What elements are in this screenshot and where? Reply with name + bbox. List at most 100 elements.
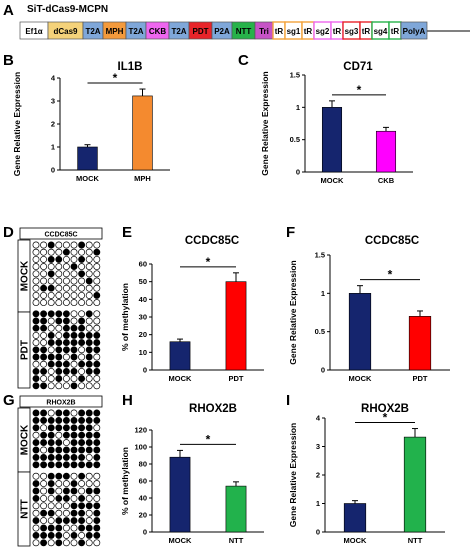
unmethylated-cpg [47, 517, 55, 525]
construct-segment: NTT [231, 21, 256, 40]
methylated-cpg [62, 317, 70, 325]
unmethylated-cpg [40, 241, 48, 249]
methylated-cpg [32, 375, 40, 383]
unmethylated-cpg [93, 324, 101, 332]
methylated-cpg [70, 517, 78, 525]
unmethylated-cpg [85, 453, 93, 461]
bar-chart-il1b: IL1B Gene Relative Expression 0 1 2 3 4 MOCK MPH… [12, 61, 170, 183]
unmethylated-cpg [85, 382, 93, 390]
unmethylated-cpg [32, 284, 40, 292]
unmethylated-cpg [78, 263, 86, 271]
panel-letter-d: D [3, 224, 14, 241]
methylated-cpg [85, 524, 93, 532]
methylated-cpg [32, 367, 40, 375]
unmethylated-cpg [55, 431, 63, 439]
methylated-cpg [93, 446, 101, 454]
significance-marker: * [113, 71, 118, 85]
methylated-cpg [40, 284, 48, 292]
methylated-cpg [32, 487, 40, 495]
methylated-cpg [47, 524, 55, 532]
unmethylated-cpg [85, 248, 93, 256]
y-tick-label: 50 [139, 277, 147, 286]
methylated-cpg [55, 255, 63, 263]
methylation-map-ccdc85c: CCDC85C MOCK PDT [17, 227, 103, 390]
y-tick-label: 1 [316, 499, 320, 508]
unmethylated-cpg [32, 241, 40, 249]
unmethylated-cpg [40, 502, 48, 510]
methylated-cpg [40, 382, 48, 390]
unmethylated-cpg [62, 509, 70, 517]
y-tick-label: 0 [51, 166, 55, 175]
y-tick-label: 60 [139, 477, 147, 486]
unmethylated-cpg [78, 299, 86, 307]
segment-label: PDT [193, 27, 209, 36]
unmethylated-cpg [62, 539, 70, 547]
methylated-cpg [85, 431, 93, 439]
methylated-cpg [55, 524, 63, 532]
unmethylated-cpg [93, 494, 101, 502]
y-tick-label: 4 [51, 74, 56, 83]
methylated-cpg [93, 367, 101, 375]
segment-label: sg3 [345, 27, 359, 36]
methylated-cpg [62, 431, 70, 439]
unmethylated-cpg [40, 255, 48, 263]
unmethylated-cpg [85, 324, 93, 332]
methylated-cpg [78, 461, 86, 469]
y-tick-label: 1 [51, 143, 55, 152]
segment-label: Tri [259, 27, 269, 36]
unmethylated-cpg [78, 291, 86, 299]
unmethylated-cpg [70, 409, 78, 417]
unmethylated-cpg [93, 353, 101, 361]
unmethylated-cpg [55, 248, 63, 256]
bar-chart-ccdc85c-methylation: CCDC85C % of methylation 0 10 20 30 40 50 60 MOCK… [120, 235, 264, 383]
methylated-cpg [47, 270, 55, 278]
methylated-cpg [47, 360, 55, 368]
methylation-dots [32, 241, 101, 390]
unmethylated-cpg [47, 346, 55, 354]
unmethylated-cpg [70, 241, 78, 249]
unmethylated-cpg [47, 263, 55, 271]
methylated-cpg [32, 346, 40, 354]
methylated-cpg [93, 360, 101, 368]
methylated-cpg [62, 331, 70, 339]
y-tick-label: 1 [321, 289, 325, 298]
methylated-cpg [32, 416, 40, 424]
methylated-cpg [62, 248, 70, 256]
methylated-cpg [40, 453, 48, 461]
y-tick-label: 1.5 [315, 251, 325, 260]
unmethylated-cpg [70, 248, 78, 256]
methylated-cpg [78, 375, 86, 383]
panel-letter-h: H [122, 392, 133, 409]
methylated-cpg [55, 439, 63, 447]
panel-letter-f: F [286, 224, 295, 241]
unmethylated-cpg [55, 291, 63, 299]
unmethylated-cpg [78, 487, 86, 495]
methylated-cpg [93, 331, 101, 339]
unmethylated-cpg [70, 270, 78, 278]
methylated-cpg [93, 517, 101, 525]
methylated-cpg [93, 346, 101, 354]
construct-segment: sg4 [371, 21, 390, 40]
methylated-cpg [40, 317, 48, 325]
segment-label: sg4 [374, 27, 388, 36]
segment-box [400, 21, 428, 40]
unmethylated-cpg [47, 324, 55, 332]
methylated-cpg [47, 487, 55, 495]
unmethylated-cpg [40, 291, 48, 299]
unmethylated-cpg [55, 331, 63, 339]
unmethylated-cpg [93, 539, 101, 547]
unmethylated-cpg [85, 472, 93, 480]
unmethylated-cpg [55, 270, 63, 278]
construct-segment: dCas9 [47, 21, 84, 40]
y-tick-label: 60 [139, 260, 147, 269]
unmethylated-cpg [47, 291, 55, 299]
methylated-cpg [55, 310, 63, 318]
unmethylated-cpg [93, 299, 101, 307]
methylated-cpg [55, 517, 63, 525]
chart-title: IL1B [118, 61, 143, 73]
y-tick-label: 0 [143, 528, 147, 537]
unmethylated-cpg [70, 472, 78, 480]
methylated-cpg [40, 439, 48, 447]
methylated-cpg [47, 453, 55, 461]
construct-segment: Tri [254, 21, 274, 40]
